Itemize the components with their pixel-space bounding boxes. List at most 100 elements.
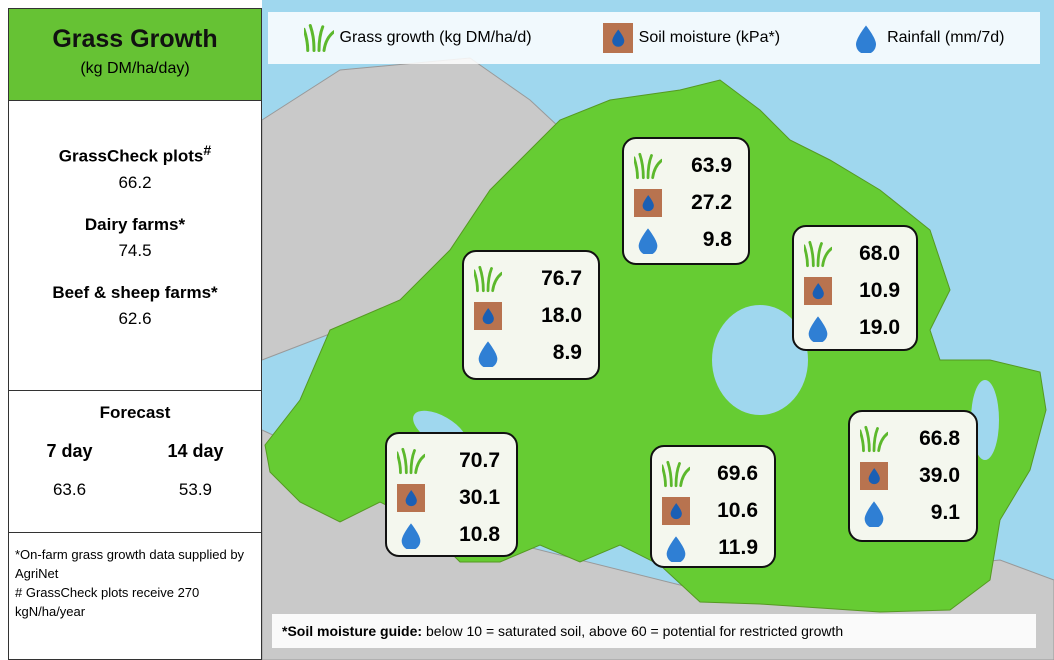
legend-label: Grass growth (kg DM/ha/d) [339,29,532,46]
soil-icon [474,301,502,330]
region-row: 19.0 [804,309,906,346]
stat-value: 62.6 [118,308,152,328]
stat: Beef & sheep farms* 62.6 [9,283,261,329]
region-grass-value: 66.8 [919,426,960,450]
rain-icon [856,25,877,53]
region-row: 9.1 [860,494,966,531]
region-rain-value: 10.8 [459,522,500,546]
region-row: 10.9 [804,272,906,309]
stat-label-text: Dairy farms* [84,214,186,234]
title: Grass Growth [52,25,218,53]
stat-label: GrassCheck plots# [9,143,261,167]
region-box: 68.0 10.9 19.0 [792,225,918,351]
stat-value: 74.5 [118,240,152,260]
region-soil-value: 27.2 [691,190,732,214]
soil-icon [662,496,690,525]
stat-label-text: GrassCheck plots [58,146,204,166]
rain-icon [638,227,658,254]
legend-label: Rainfall (mm/7d) [887,29,1005,46]
region-rain-value: 11.9 [718,535,758,559]
grass-icon [397,447,425,474]
region-row: 10.6 [662,492,764,529]
rain-icon [666,535,686,562]
region-row: 11.9 [662,529,764,566]
stats: GrassCheck plots# 66.2 Dairy farms* 74.5 Bee… [9,101,261,391]
region-grass-value: 69.6 [717,461,758,485]
grass-icon [860,425,888,452]
legend-item: Rainfall (mm/7d) [851,23,1004,53]
region-rain-value: 19.0 [859,315,900,339]
region-grass-value: 76.7 [541,266,582,290]
grass-icon [804,240,832,267]
stat-value: 66.2 [118,172,152,192]
forecast-column: 7 day 63.6 [46,441,92,500]
forecast-title: Forecast [99,403,171,422]
region-rain-value: 9.1 [930,500,960,524]
region-soil-value: 39.0 [919,463,960,487]
region-row: 9.8 [634,221,738,258]
stat-mark: # [203,143,212,159]
region-row: 69.6 [662,455,764,492]
grass-icon [634,152,662,179]
notes: *On-farm grass growth data supplied by A… [9,533,261,621]
forecast-value: 53.9 [178,480,213,499]
region-grass-value: 63.9 [691,153,732,177]
region-rain-value: 8.9 [552,340,582,364]
sidebar-header: Grass Growth (kg DM/ha/day) [9,9,261,101]
region-grass-value: 70.7 [459,448,500,472]
region-row: 39.0 [860,457,966,494]
note: # GrassCheck plots receive 270 kgN/ha/ye… [15,585,200,619]
footer-label: *Soil moisture guide: [282,623,423,639]
sidebar: Grass Growth (kg DM/ha/day) GrassCheck p… [8,8,262,660]
region-soil-value: 30.1 [459,485,500,509]
footer-text: below 10 = saturated soil, above 60 = po… [426,623,844,639]
region-box: 63.9 27.2 9.8 [622,137,750,265]
forecast-value: 63.6 [52,480,87,499]
region-soil-value: 10.6 [717,498,758,522]
stat-label-text: Beef & sheep farms* [52,282,218,302]
soil-icon [602,23,633,53]
region-box: 66.8 39.0 9.1 [848,410,978,542]
legend-item: Soil moisture (kPa*) [602,23,780,53]
legend-item: Grass growth (kg DM/ha/d) [303,23,532,53]
region-soil-value: 18.0 [541,303,582,327]
forecast: Forecast 7 day 63.6 14 day 53.9 [9,391,261,533]
region-row: 30.1 [397,479,506,516]
region-row: 63.9 [634,147,738,184]
region-box: 69.6 10.6 11.9 [650,445,776,568]
forecast-column: 14 day 53.9 [167,441,223,500]
region-box: 70.7 30.1 10.8 [385,432,518,557]
footer: *Soil moisture guide: below 10 = saturate… [272,614,1036,648]
stat-label: Beef & sheep farms* [9,283,261,303]
forecast-label: 14 day [167,441,224,461]
stat-label: Dairy farms* [9,215,261,235]
region-row: 70.7 [397,442,506,479]
note: *On-farm grass growth data supplied by A… [15,547,245,581]
stat: Dairy farms* 74.5 [9,215,261,261]
stat: GrassCheck plots# 66.2 [9,143,261,193]
region-row: 66.8 [860,420,966,457]
rain-icon [478,340,498,367]
grass-icon [303,24,334,52]
region-row: 76.7 [474,260,588,297]
grass-icon [662,460,690,487]
subtitle: (kg DM/ha/day) [80,60,190,77]
rain-icon [864,500,884,527]
soil-icon [634,188,662,217]
region-soil-value: 10.9 [859,278,900,302]
region-row: 8.9 [474,334,588,371]
forecast-label: 7 day [46,441,93,461]
soil-icon [860,461,888,490]
region-box: 76.7 18.0 8.9 [462,250,600,380]
rain-icon [401,522,421,549]
grass-icon [474,265,502,292]
region-row: 18.0 [474,297,588,334]
strangford-lough [971,380,999,460]
region-rain-value: 9.8 [702,227,732,251]
forecast-columns: 7 day 63.6 14 day 53.9 [9,441,261,500]
legend: Grass growth (kg DM/ha/d) Soil moisture (… [268,12,1040,64]
region-row: 68.0 [804,235,906,272]
region-row: 10.8 [397,516,506,553]
soil-icon [804,276,832,305]
